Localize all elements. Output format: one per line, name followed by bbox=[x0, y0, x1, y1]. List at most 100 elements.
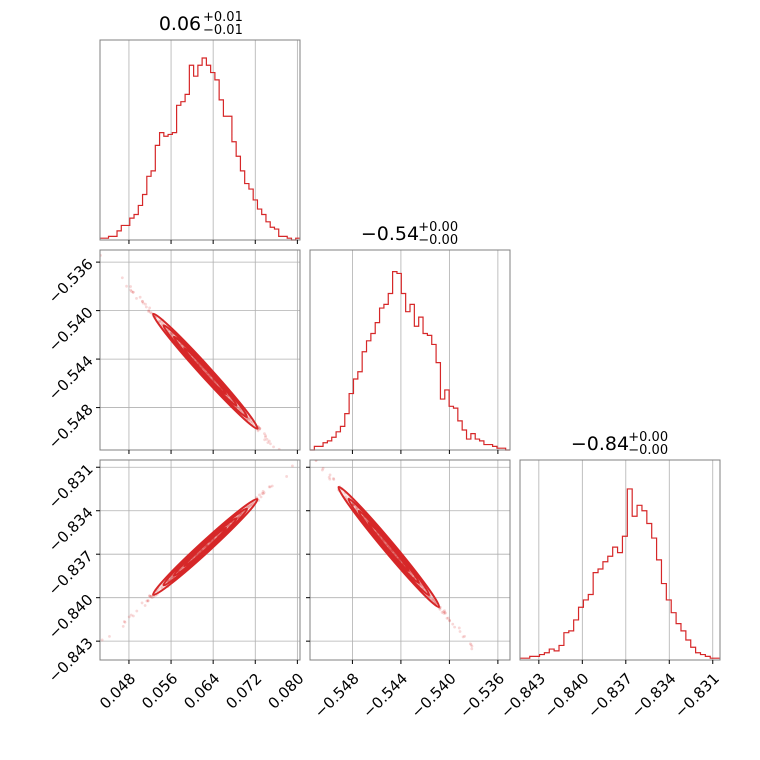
sample-point bbox=[130, 290, 133, 293]
sample-point bbox=[127, 615, 131, 619]
sample-point bbox=[248, 503, 252, 507]
density-layer bbox=[100, 253, 281, 450]
sample-point bbox=[458, 630, 462, 633]
sample-point bbox=[272, 445, 275, 449]
sample-point bbox=[320, 468, 324, 472]
contour-level-2 bbox=[172, 517, 238, 577]
sample-point bbox=[143, 604, 147, 607]
sample-point bbox=[129, 285, 133, 288]
param-title-0: 0.06 bbox=[159, 13, 201, 35]
sample-point bbox=[440, 610, 444, 614]
sample-point bbox=[443, 611, 447, 615]
sample-point bbox=[419, 583, 422, 587]
sample-point bbox=[258, 493, 261, 497]
panel-1-1: −0.54 +0.00−0.00 bbox=[309, 220, 511, 454]
sample-point bbox=[100, 638, 104, 642]
sample-point bbox=[332, 478, 336, 481]
sample-point bbox=[150, 596, 154, 600]
sample-point bbox=[129, 288, 133, 292]
sample-point bbox=[266, 441, 270, 445]
sample-point bbox=[453, 625, 457, 629]
sample-point bbox=[129, 613, 133, 617]
sample-point bbox=[268, 485, 272, 489]
sample-point bbox=[149, 594, 153, 598]
sample-point bbox=[443, 609, 446, 613]
sample-point bbox=[202, 546, 206, 550]
param-title-plus-2: +0.00 bbox=[628, 430, 668, 445]
sample-point bbox=[170, 332, 173, 336]
sample-point bbox=[236, 515, 240, 519]
panel-border bbox=[309, 459, 511, 661]
contour-level-3 bbox=[183, 347, 228, 396]
sample-point bbox=[131, 290, 135, 294]
panel-border bbox=[99, 39, 301, 241]
contour-level-0 bbox=[152, 497, 259, 596]
sample-point bbox=[146, 599, 150, 602]
param-title-minus-2: −0.00 bbox=[628, 443, 668, 458]
sample-point bbox=[469, 643, 473, 647]
contour-level-3 bbox=[367, 521, 410, 572]
sample-point bbox=[149, 310, 152, 314]
sample-point bbox=[170, 576, 173, 580]
contour-level-3 bbox=[183, 526, 228, 568]
sample-point bbox=[148, 594, 151, 598]
sample-point bbox=[247, 418, 251, 422]
sample-point bbox=[121, 624, 125, 628]
sample-point bbox=[123, 620, 127, 624]
sample-point bbox=[264, 434, 267, 438]
sample-point bbox=[432, 599, 436, 603]
sample-point bbox=[321, 466, 325, 470]
sample-point bbox=[451, 622, 455, 626]
sample-point bbox=[431, 597, 434, 601]
sample-point bbox=[248, 418, 252, 421]
sample-point bbox=[170, 332, 174, 336]
sample-point bbox=[285, 475, 289, 478]
sample-point bbox=[446, 616, 450, 620]
sample-point bbox=[270, 484, 274, 488]
histogram-step-0 bbox=[100, 57, 300, 241]
density-layer bbox=[314, 460, 474, 651]
sample-point bbox=[141, 300, 144, 303]
sample-point bbox=[445, 616, 449, 620]
sample-point bbox=[267, 485, 271, 489]
sample-point bbox=[249, 420, 252, 424]
panel-border bbox=[99, 459, 301, 661]
sample-point bbox=[259, 495, 263, 499]
sample-point bbox=[432, 598, 436, 602]
sample-point bbox=[291, 464, 294, 468]
sample-point bbox=[419, 583, 423, 587]
panel-border bbox=[519, 459, 721, 661]
param-title-1: −0.54 bbox=[361, 223, 419, 245]
sample-point bbox=[260, 491, 264, 495]
sample-point bbox=[263, 438, 267, 442]
sample-point bbox=[457, 626, 461, 630]
param-title-plus-0: +0.01 bbox=[203, 10, 243, 25]
sample-point bbox=[135, 296, 138, 300]
contour-level-0 bbox=[151, 312, 259, 430]
sample-point bbox=[131, 614, 135, 618]
param-title-plus-1: +0.00 bbox=[418, 220, 458, 235]
sample-point bbox=[141, 301, 145, 305]
sample-point bbox=[148, 306, 152, 310]
sample-point bbox=[463, 634, 466, 638]
sample-point bbox=[461, 635, 465, 639]
contour-level-0 bbox=[337, 485, 441, 609]
sample-point bbox=[269, 442, 272, 446]
sample-point bbox=[148, 594, 152, 598]
sample-point bbox=[355, 507, 359, 511]
sample-point bbox=[108, 634, 111, 638]
sample-point bbox=[146, 599, 150, 603]
sample-point bbox=[140, 601, 144, 605]
sample-point bbox=[247, 505, 251, 509]
sample-point bbox=[430, 597, 434, 601]
sample-point bbox=[144, 305, 148, 309]
sample-point bbox=[442, 611, 446, 615]
sample-point bbox=[141, 299, 144, 303]
sample-point bbox=[125, 284, 128, 288]
sample-point bbox=[438, 608, 442, 611]
sample-point bbox=[249, 503, 253, 507]
contour-level-2 bbox=[357, 509, 420, 585]
histogram-step-2 bbox=[520, 488, 720, 659]
